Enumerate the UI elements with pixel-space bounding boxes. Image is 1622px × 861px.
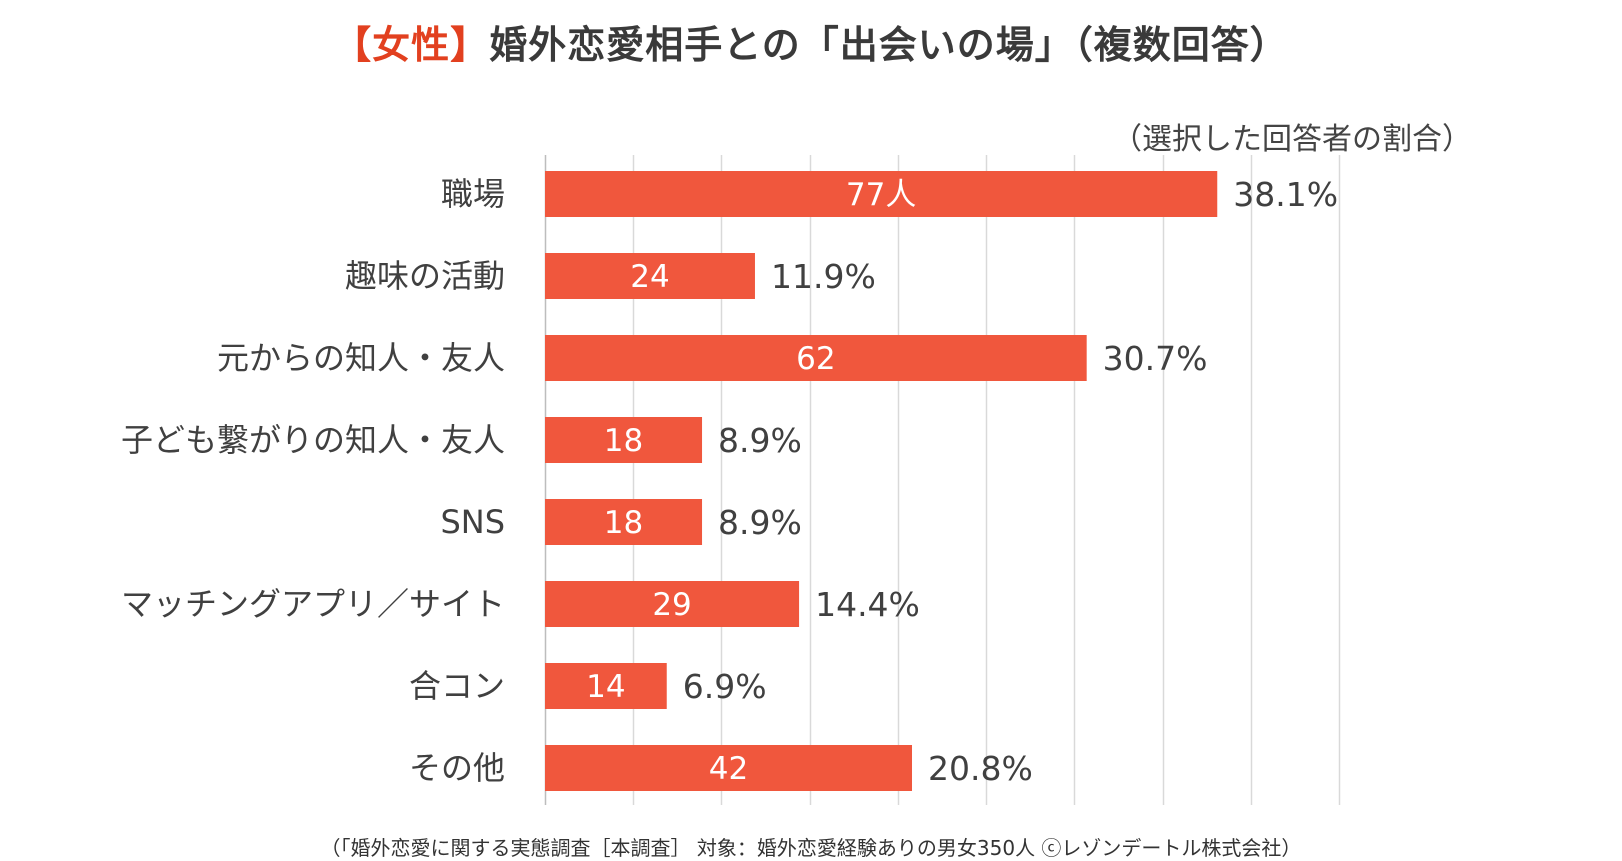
category-label: 元からの知人・友人 (217, 339, 505, 377)
bar-value-label: 6.9% (683, 667, 767, 706)
title-highlight: 【女性】 (333, 23, 490, 67)
bar-value-label: 14.4% (815, 585, 920, 624)
bar (545, 581, 800, 627)
bar-count-label: 77人 (846, 177, 916, 213)
bar-count-label: 18 (604, 423, 643, 459)
category-label: SNS (440, 503, 505, 541)
bar-value-label: 8.9% (718, 503, 802, 542)
bar (545, 171, 1218, 217)
bar-value-label: 8.9% (718, 421, 802, 460)
bar (545, 335, 1087, 381)
category-label: マッチングアプリ／サイト (121, 585, 505, 623)
title-main: 婚外恋愛相手との「出会いの場」（複数回答） (489, 23, 1289, 67)
bar (545, 745, 913, 791)
bar-count-label: 18 (604, 505, 643, 541)
category-label: 子ども繋がりの知人・友人 (121, 421, 505, 459)
bar-chart: 職場 77人 38.1% 趣味の活動 24 11.9% 元からの知人・友人 62 30.7% 子ど… (121, 155, 1341, 805)
bar-value-label: 20.8% (928, 749, 1033, 788)
bar (545, 499, 703, 545)
category-label: 合コン (409, 667, 505, 705)
category-label: 趣味の活動 (345, 257, 505, 295)
source-footnote: （「婚外恋愛に関する実態調査［本調査］ 対象：婚外恋愛経験ありの男女350人 ⓒ… (320, 836, 1302, 860)
bar-value-label: 38.1% (1233, 175, 1338, 214)
bar (545, 253, 755, 299)
bar-value-label: 11.9% (771, 257, 876, 296)
chart-subtitle: （選択した回答者の割合） (1112, 122, 1472, 157)
bar (545, 417, 703, 463)
category-label: 職場 (441, 175, 505, 213)
bar-count-label: 14 (586, 669, 625, 705)
bar-count-label: 24 (630, 259, 669, 295)
bar-count-label: 29 (652, 587, 691, 623)
bar-count-label: 42 (709, 751, 748, 787)
bar (545, 663, 667, 709)
category-label: その他 (409, 749, 505, 787)
chart-title: 【女性】婚外恋愛相手との「出会いの場」（複数回答） (0, 14, 1622, 69)
bar-count-label: 62 (796, 341, 835, 377)
bar-value-label: 30.7% (1103, 339, 1208, 378)
